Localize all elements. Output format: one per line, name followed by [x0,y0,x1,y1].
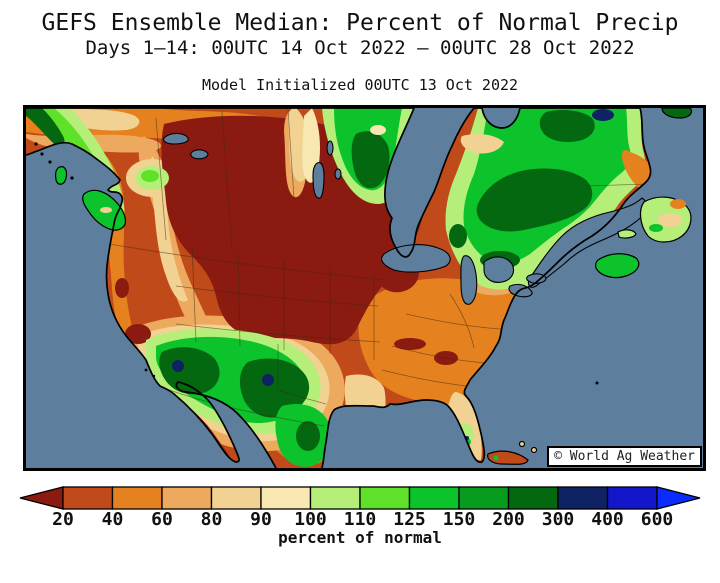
legend-segment [161,486,213,510]
legend-tick-label: 60 [151,509,173,530]
legend-tick-label: 125 [393,509,426,530]
labrador-navy-spot [592,109,614,121]
anomaly-green-southwest [146,328,332,467]
legend-tick-label: 20 [52,509,74,530]
color-scale-legend: 20 40 60 80 90 100 110 125 150 200 300 400 600 [17,486,703,532]
legend-arrow-low [19,486,64,510]
legend-segment [408,486,460,510]
legend-tick-label: 600 [640,509,674,530]
legend-tick-label: 80 [200,509,223,530]
legend-tick-label: 200 [492,509,525,530]
legend-arrow-high [656,486,701,510]
lake-huron [483,256,515,283]
legend-segment [606,486,658,510]
legend-segment [62,486,114,510]
great-slave-lake [163,132,189,145]
legend-segment [260,486,312,510]
legend-tick-label: 100 [294,509,327,530]
lake-winnipeg [312,161,325,199]
precip-max-dot [172,360,184,372]
legend-caption: percent of normal [278,528,442,547]
lake-michigan [460,255,478,305]
legend-tick-row: 20 40 60 80 90 100 110 125 150 200 300 400 600 [17,509,703,530]
labrador-orange-patch [622,150,651,195]
legend-tick-label: 90 [250,509,272,530]
anomaly-green-quebec [445,108,651,290]
legend-tick-label: 150 [442,509,476,530]
bahamas-island [518,440,526,448]
legend-segment [210,486,262,510]
legend-segment [557,486,609,510]
anomaly-green-north-central [322,108,416,204]
coastline-stroke [26,108,652,468]
nova-scotia [595,253,640,279]
legend-segment [111,486,163,510]
island-detail [34,142,686,461]
model-init-line: Model Initialized 00UTC 13 Oct 2022 [201,76,519,94]
legend-segment [458,486,510,510]
anticosti-island [617,229,637,239]
legend-tick-label: 110 [343,509,377,530]
gulf-of-st-lawrence [527,197,648,288]
legend-tick-label: 300 [541,509,575,530]
haida-gwaii [55,166,68,185]
baffin-island-tip [661,108,693,119]
page-subtitle: Days 1–14: 00UTC 14 Oct 2022 – 00UTC 28 … [85,37,635,59]
lake-ontario [526,273,547,284]
watermark-badge: © World Ag Weather [547,446,702,467]
legend-tick-label: 40 [101,509,124,530]
color-scale-bar [19,486,701,510]
precip-map-frame: © World Ag Weather [23,105,706,471]
north-america-precip-map [26,108,703,468]
page-title: GEFS Ensemble Median: Percent of Normal … [41,10,679,36]
legend-segment [309,486,361,510]
cuba [487,450,529,465]
manitoba-lake [326,140,334,156]
precip-max-dot [262,374,274,386]
legend-segment [359,486,411,510]
legend-tick-label: 400 [591,509,624,530]
legend-segment [507,486,559,510]
bahamas-island [530,446,538,454]
manitoba-lake [334,168,342,180]
great-bear-lake [190,149,209,160]
